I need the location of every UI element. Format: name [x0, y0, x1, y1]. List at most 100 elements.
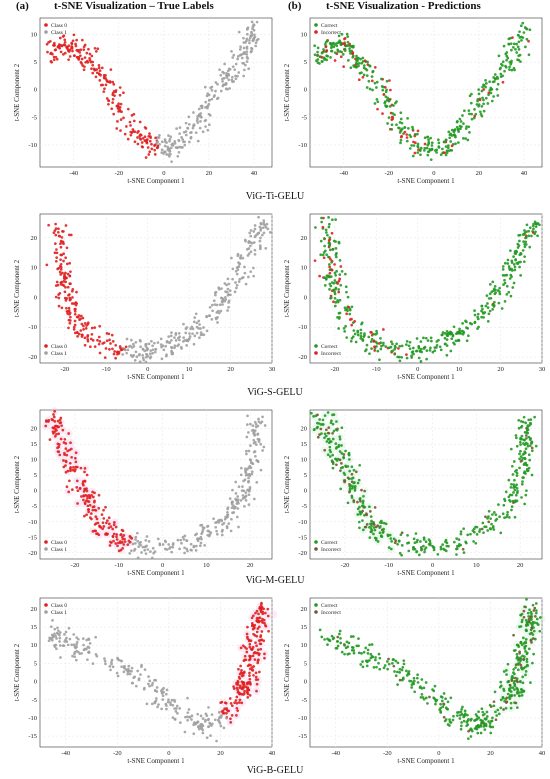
scatter-point: [64, 630, 68, 634]
scatter-point: [509, 294, 513, 298]
scatter-point: [207, 725, 210, 728]
scatter-point: [400, 531, 404, 535]
scatter-point: [246, 664, 250, 668]
scatter-point: [373, 102, 377, 105]
scatter-point: [119, 129, 122, 132]
scatter-point: [194, 549, 198, 552]
scatter-point: [225, 87, 229, 91]
scatter-point: [484, 515, 487, 519]
y-tick-label: 0: [34, 679, 37, 686]
scatter-point: [383, 85, 387, 89]
scatter-point: [359, 57, 362, 61]
scatter-point: [56, 45, 60, 48]
scatter-point: [98, 351, 102, 355]
scatter-point: [116, 657, 120, 661]
scatter-point: [138, 120, 142, 124]
scatter-point: [515, 653, 519, 656]
scatter-point: [220, 530, 224, 533]
scatter-point: [143, 139, 147, 142]
scatter-point: [87, 508, 91, 511]
scatter-point: [491, 80, 495, 84]
scatter-point: [376, 100, 380, 104]
x-tick-label: 10: [186, 366, 193, 373]
y-tick-label: -20: [298, 550, 307, 557]
scatter-point: [449, 696, 453, 700]
scatter-point: [456, 331, 460, 334]
scatter-point: [410, 356, 414, 359]
scatter-point: [71, 49, 74, 53]
scatter-point: [160, 688, 164, 691]
scatter-point: [361, 509, 364, 513]
scatter-point: [515, 42, 518, 46]
scatter-point: [122, 670, 126, 674]
scatter-point: [168, 150, 172, 153]
scatter-point: [245, 248, 249, 251]
scatter-point: [499, 706, 503, 710]
scatter-point: [365, 343, 369, 347]
scatter-point: [344, 285, 348, 289]
scatter-point: [153, 550, 157, 553]
scatter-point: [67, 626, 71, 630]
scatter-point: [489, 87, 493, 91]
scatter-point: [103, 87, 106, 91]
scatter-point: [379, 341, 383, 345]
scatter-point: [244, 282, 248, 286]
x-tick-label: 20: [217, 750, 224, 757]
scatter-point: [505, 668, 508, 672]
x-tick-label: 0: [432, 170, 435, 177]
scatter-point: [486, 302, 489, 305]
scatter-point: [243, 654, 247, 658]
scatter-point: [515, 436, 518, 440]
scatter-point: [501, 265, 505, 268]
scatter-point: [149, 349, 153, 353]
scatter-point: [519, 252, 523, 256]
scatter-point: [480, 527, 484, 531]
scatter-point: [372, 521, 375, 524]
scatter-point: [68, 274, 72, 278]
scatter-point: [147, 682, 150, 686]
scatter-point: [460, 724, 463, 728]
scatter-point: [506, 513, 509, 517]
scatter-point: [389, 547, 393, 551]
scatter-point: [192, 342, 196, 346]
legend-label: Correct: [321, 23, 338, 29]
scatter-point: [141, 145, 145, 149]
scatter-point: [53, 420, 57, 423]
scatter-point: [225, 711, 228, 715]
scatter-point: [205, 329, 209, 333]
scatter-point: [316, 413, 319, 417]
scatter-point: [503, 281, 507, 285]
scatter-point: [109, 68, 113, 72]
scatter-point: [464, 319, 467, 323]
scatter-point: [82, 483, 85, 487]
scatter-point: [102, 525, 106, 528]
y-axis-label: t-SNE Component 2: [283, 63, 291, 121]
scatter-point: [162, 690, 165, 694]
scatter-point: [361, 665, 365, 669]
scatter-point: [429, 336, 433, 340]
scatter-point: [178, 335, 181, 339]
scatter-point: [375, 329, 378, 333]
scatter-point: [416, 144, 420, 148]
scatter-point: [241, 674, 245, 677]
scatter-point: [160, 357, 164, 361]
scatter-point: [218, 68, 221, 72]
scatter-point: [244, 491, 248, 494]
scatter-point: [483, 525, 486, 529]
scatter-point: [266, 614, 270, 618]
scatter-point: [192, 544, 196, 548]
scatter-point: [513, 268, 517, 272]
scatter-point: [334, 442, 338, 445]
scatter-point: [339, 636, 342, 640]
scatter-point: [465, 721, 469, 724]
scatter-point: [250, 470, 254, 474]
scatter-point: [340, 452, 344, 455]
scatter-point: [255, 630, 259, 634]
scatter-point: [330, 46, 333, 50]
scatter-point: [488, 292, 492, 296]
y-tick-label: -15: [28, 733, 37, 740]
scatter-point: [88, 59, 92, 62]
scatter-point: [372, 532, 375, 536]
scatter-point: [463, 709, 467, 713]
